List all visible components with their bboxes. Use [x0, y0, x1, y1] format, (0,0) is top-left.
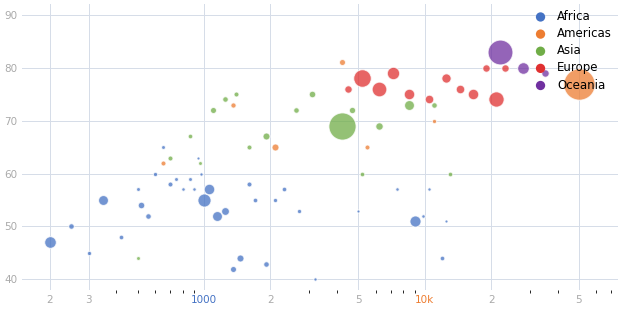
- Point: [172, 176, 182, 181]
- Point: [468, 92, 478, 97]
- Point: [208, 108, 218, 112]
- Point: [261, 261, 271, 266]
- Point: [294, 208, 304, 213]
- Point: [574, 81, 584, 86]
- Point: [165, 155, 175, 160]
- Point: [429, 102, 439, 107]
- Point: [220, 97, 230, 102]
- Point: [418, 214, 428, 218]
- Point: [45, 240, 55, 245]
- Point: [270, 197, 280, 202]
- Point: [337, 60, 346, 65]
- Point: [185, 134, 195, 139]
- Point: [150, 171, 160, 176]
- Point: [132, 187, 142, 192]
- Point: [347, 108, 357, 112]
- Point: [250, 197, 260, 202]
- Point: [388, 70, 398, 75]
- Point: [213, 214, 223, 218]
- Point: [220, 208, 230, 213]
- Point: [363, 145, 373, 150]
- Point: [228, 266, 238, 271]
- Point: [337, 123, 346, 128]
- Point: [429, 118, 439, 123]
- Point: [196, 171, 206, 176]
- Point: [374, 123, 384, 128]
- Point: [270, 145, 280, 150]
- Point: [491, 97, 501, 102]
- Point: [404, 102, 414, 107]
- Point: [195, 160, 205, 165]
- Point: [165, 182, 175, 187]
- Point: [244, 145, 254, 150]
- Point: [310, 277, 320, 282]
- Point: [424, 187, 434, 192]
- Point: [185, 176, 195, 181]
- Point: [441, 219, 451, 224]
- Point: [228, 102, 238, 107]
- Point: [499, 65, 509, 70]
- Point: [307, 92, 317, 97]
- Point: [437, 256, 447, 261]
- Point: [203, 187, 213, 192]
- Point: [193, 155, 203, 160]
- Point: [410, 219, 420, 224]
- Point: [343, 87, 353, 91]
- Point: [374, 87, 384, 91]
- Point: [83, 251, 93, 256]
- Point: [495, 49, 505, 54]
- Point: [540, 70, 550, 75]
- Point: [518, 65, 528, 70]
- Point: [353, 208, 363, 213]
- Point: [178, 187, 188, 192]
- Point: [445, 171, 455, 176]
- Point: [357, 76, 367, 81]
- Point: [244, 182, 254, 187]
- Point: [189, 187, 199, 192]
- Legend: Africa, Americas, Asia, Europe, Oceania: Africa, Americas, Asia, Europe, Oceania: [529, 10, 612, 91]
- Point: [424, 97, 434, 102]
- Point: [158, 145, 168, 150]
- Point: [116, 235, 126, 239]
- Point: [199, 197, 209, 202]
- Point: [441, 76, 451, 81]
- Point: [144, 214, 154, 218]
- Point: [98, 197, 108, 202]
- Point: [357, 171, 367, 176]
- Point: [132, 256, 142, 261]
- Point: [392, 187, 402, 192]
- Point: [455, 87, 465, 91]
- Point: [231, 92, 241, 97]
- Point: [234, 256, 244, 261]
- Point: [261, 134, 271, 139]
- Point: [279, 187, 289, 192]
- Point: [158, 160, 168, 165]
- Point: [66, 224, 76, 229]
- Point: [481, 65, 491, 70]
- Point: [136, 203, 146, 208]
- Point: [404, 92, 414, 97]
- Point: [290, 108, 300, 112]
